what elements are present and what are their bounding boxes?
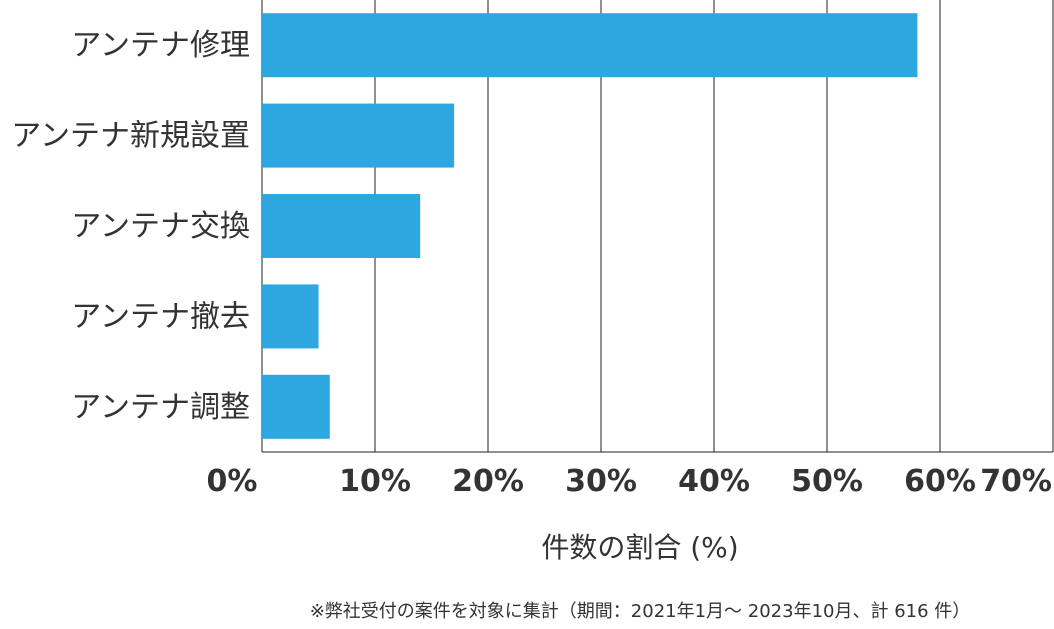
category-label: アンテナ交換 [71, 209, 250, 244]
x-tick-label: 0% [207, 464, 258, 499]
category-label: アンテナ撤去 [71, 299, 250, 334]
bar [262, 284, 319, 349]
bar [262, 103, 455, 168]
x-tick-label: 70% [980, 464, 1052, 499]
x-tick-label: 40% [678, 464, 750, 499]
x-tick-label: 30% [565, 464, 637, 499]
x-axis-label: 件数の割合 (%) [541, 531, 738, 564]
footnote: ※弊社受付の案件を対象に集計（期間：2021年1月～ 2023年10月、計 61… [310, 601, 971, 622]
x-tick-label: 20% [452, 464, 524, 499]
bars [262, 13, 918, 439]
bar [262, 374, 330, 439]
category-label: アンテナ修理 [71, 28, 250, 63]
category-label: アンテナ調整 [71, 390, 250, 425]
category-label: アンテナ新規設置 [11, 119, 250, 154]
x-tick-label: 10% [339, 464, 411, 499]
x-tick-labels: 0% 10% 20% 30% 40% 50% 60% 70% [207, 464, 1052, 499]
bar [262, 13, 918, 78]
x-tick-label: 50% [791, 464, 863, 499]
x-tick-label: 60% [904, 464, 976, 499]
bar [262, 194, 421, 258]
